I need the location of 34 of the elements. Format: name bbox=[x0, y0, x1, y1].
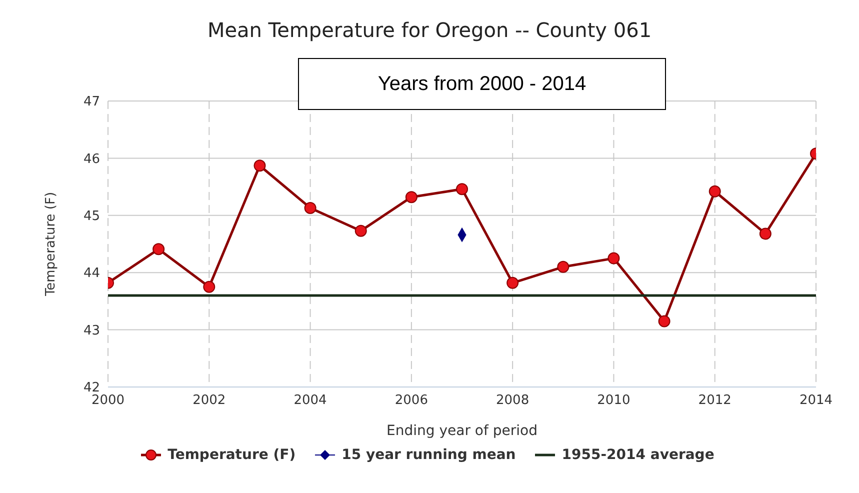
point bbox=[304, 202, 316, 214]
x-tick-label: 2012 bbox=[698, 393, 732, 408]
point bbox=[708, 185, 721, 198]
x-tick-label: 2008 bbox=[496, 393, 530, 408]
y-tick-label: 44 bbox=[83, 266, 100, 282]
x-axis-title: Ending year of period bbox=[386, 423, 538, 439]
legend-label: Temperature (F) bbox=[166, 447, 296, 463]
x-tick-label: 2000 bbox=[91, 393, 125, 408]
point bbox=[456, 183, 468, 196]
point bbox=[254, 160, 266, 172]
point bbox=[608, 252, 620, 264]
point bbox=[557, 260, 570, 273]
legend-label: 15 year running mean bbox=[340, 447, 516, 463]
y-tick-label: 43 bbox=[83, 323, 100, 338]
y-tick-label: 47 bbox=[83, 94, 100, 110]
point bbox=[203, 280, 216, 293]
point bbox=[759, 228, 772, 240]
y-tick-label: 42 bbox=[83, 380, 100, 396]
y-tick-label: 46 bbox=[83, 152, 100, 167]
x-tick-label: 2014 bbox=[799, 393, 833, 408]
x-tick-label: 2006 bbox=[394, 393, 428, 408]
point bbox=[354, 224, 367, 237]
point bbox=[506, 276, 519, 289]
x-tick-label: 2010 bbox=[597, 393, 630, 408]
point bbox=[152, 243, 165, 256]
legend-label: 1955-2014 average bbox=[560, 447, 714, 463]
x-tick-label: 2002 bbox=[192, 393, 226, 408]
chart-title: Mean Temperature for Oregon -- County 061 bbox=[206, 18, 653, 42]
x-tick-label: 2004 bbox=[294, 393, 327, 408]
note-box: Years from 2000 - 2014 bbox=[298, 58, 666, 110]
y-tick-label: 45 bbox=[83, 209, 100, 224]
y-axis-title: Temperature (F) bbox=[44, 192, 59, 298]
point bbox=[658, 315, 670, 328]
point bbox=[405, 191, 418, 204]
